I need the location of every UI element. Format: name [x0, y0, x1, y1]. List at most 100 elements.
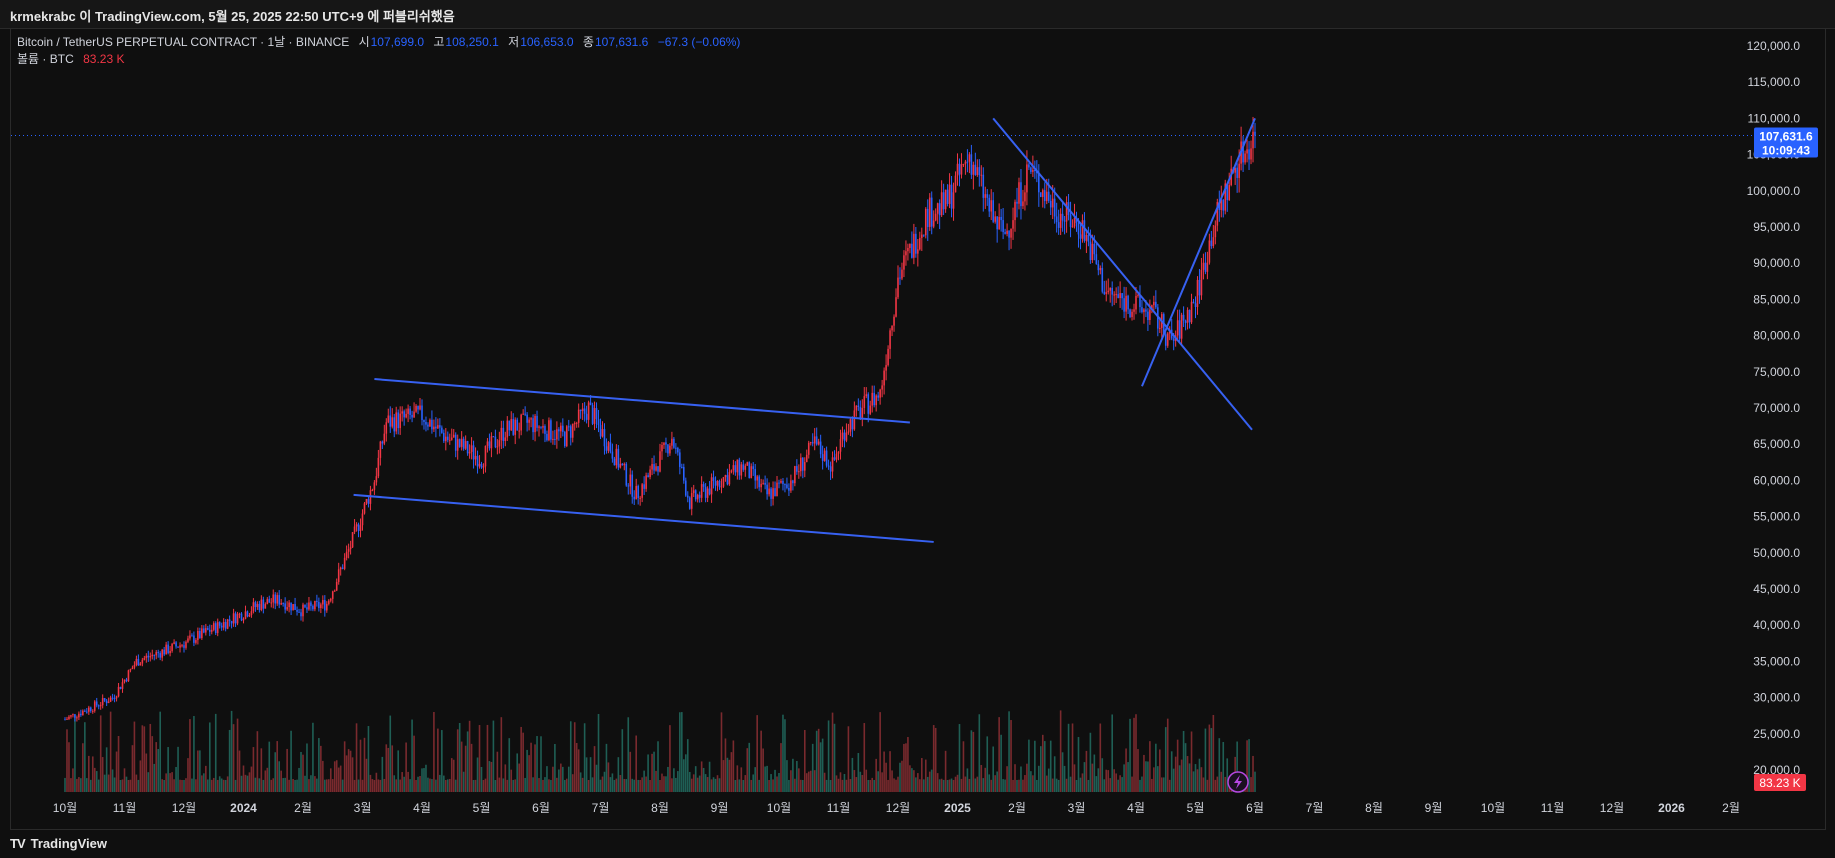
candle-body: [244, 611, 247, 619]
candle-body: [157, 652, 160, 654]
price-tick-label: 55,000.0: [1753, 510, 1800, 524]
candle-body: [1022, 201, 1024, 207]
volume-bar: [577, 749, 580, 792]
candle-body: [169, 650, 171, 654]
volume-label[interactable]: 볼륨 · BTC: [17, 52, 74, 66]
candle-body: [173, 642, 175, 644]
candle-body: [373, 482, 376, 490]
volume-bar: [659, 779, 661, 792]
volume-bar: [1117, 779, 1119, 792]
candle-body: [1226, 183, 1229, 201]
time-axis[interactable]: 10월 11월 12월 2024 2월 3월 4월 5월 6월 7월 8월 9월 10월 11월 12월 20…: [53, 801, 1740, 815]
candle-body: [1172, 338, 1175, 341]
volume-bar: [185, 778, 187, 792]
candle-body: [976, 167, 979, 175]
volume-bar: [1176, 739, 1179, 792]
candle-body: [1069, 215, 1072, 227]
candle-body: [347, 549, 350, 552]
candle-body: [677, 448, 679, 453]
candle-body: [817, 441, 820, 445]
price-axis[interactable]: 120,000.0115,000.0110,000.0105,000.0100,…: [1747, 39, 1801, 777]
volume-bar: [107, 774, 110, 792]
volume-bar: [264, 770, 267, 792]
candle-body: [147, 655, 150, 658]
candle-body: [657, 466, 659, 472]
volume-bar: [149, 723, 152, 792]
volume-bar: [413, 735, 415, 792]
trendlines[interactable]: [353, 117, 1256, 543]
volume-bar: [1055, 778, 1058, 792]
volume-bar: [538, 778, 540, 792]
candle-body: [833, 457, 836, 460]
volume-bar: [1123, 764, 1125, 792]
candle-body: [750, 466, 753, 479]
candle-body: [778, 482, 780, 484]
symbol-label[interactable]: Bitcoin / TetherUS PERPETUAL CONTRACT · …: [17, 35, 350, 49]
volume-bar: [1151, 778, 1153, 792]
candle-body: [1145, 309, 1147, 312]
candle-body: [496, 446, 499, 448]
candle-body: [762, 482, 764, 484]
candle-body: [197, 630, 199, 641]
candle-body: [560, 425, 562, 432]
volume-bar: [688, 771, 691, 792]
candle-body: [724, 475, 727, 478]
candle-body: [1123, 298, 1125, 312]
volume-bar: [1012, 779, 1014, 792]
trendline-channel-bottom[interactable]: [353, 493, 934, 543]
price-tick-label: 25,000.0: [1753, 727, 1800, 741]
tradingview-brand[interactable]: TV TradingView: [10, 836, 107, 851]
volume-bar: [667, 766, 669, 792]
volume-bar: [1018, 779, 1020, 792]
open-value: 107,699.0: [370, 35, 425, 49]
candle-body: [565, 426, 568, 447]
candle-body: [195, 640, 197, 643]
volume-bar: [1212, 714, 1215, 792]
volume-bar: [742, 779, 745, 792]
volume-bar: [919, 779, 921, 792]
chart-frame[interactable]: [10, 28, 1826, 830]
candle-body: [1149, 309, 1151, 321]
volume-bar: [1149, 741, 1151, 792]
volume-bar: [327, 779, 330, 792]
candle-body: [800, 457, 802, 472]
price-tick-label: 65,000.0: [1753, 437, 1800, 451]
volume-bar: [663, 776, 665, 792]
volume-bar: [314, 776, 316, 792]
candle-body: [494, 436, 497, 448]
lightning-icon[interactable]: [1227, 771, 1249, 793]
volume-bar: [774, 769, 776, 792]
candle-body: [318, 601, 320, 609]
volume-bar: [1198, 758, 1201, 792]
volume-bar: [1032, 775, 1034, 792]
trendline-channel-top[interactable]: [374, 378, 910, 424]
price-tick-label: 95,000.0: [1753, 220, 1800, 234]
volume-bar: [270, 779, 273, 792]
candle-body: [1087, 234, 1090, 242]
volume-bar: [486, 724, 489, 792]
volume-bar: [97, 779, 100, 792]
candle-body: [357, 524, 360, 531]
candle-body: [536, 415, 538, 428]
candle-body: [1143, 309, 1145, 313]
candle-body: [1131, 311, 1133, 318]
candle-body: [258, 603, 261, 611]
candle-body: [316, 600, 318, 602]
candle-body: [1166, 333, 1169, 346]
candle-body: [829, 466, 832, 472]
trendline-downtrend[interactable]: [992, 117, 1253, 431]
volume-bar: [316, 778, 318, 792]
candle-body: [926, 208, 929, 227]
candle-body: [663, 442, 665, 446]
time-tick-label: 11월: [113, 801, 137, 815]
volume-bar: [439, 774, 441, 792]
candle-body: [575, 422, 578, 424]
candle-body: [429, 419, 431, 427]
candle-body: [776, 482, 778, 497]
trendline-uptrend[interactable]: [1141, 118, 1256, 387]
candle-body: [597, 419, 600, 425]
candle-body: [722, 477, 725, 487]
volume-bar: [367, 726, 370, 792]
candle-body: [425, 421, 427, 425]
